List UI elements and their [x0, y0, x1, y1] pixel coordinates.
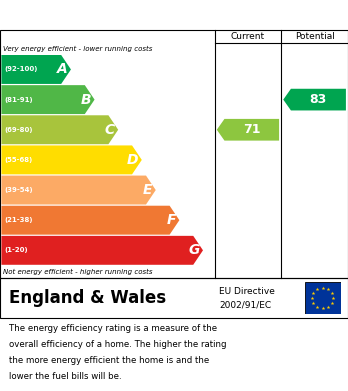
Text: D: D [127, 153, 138, 167]
Text: (21-38): (21-38) [4, 217, 33, 223]
Text: EU Directive: EU Directive [219, 287, 275, 296]
Polygon shape [1, 85, 95, 114]
Polygon shape [1, 115, 118, 144]
Text: Current: Current [231, 32, 265, 41]
Polygon shape [1, 176, 156, 204]
Text: (39-54): (39-54) [4, 187, 33, 193]
Polygon shape [283, 89, 346, 111]
Text: 2002/91/EC: 2002/91/EC [219, 301, 271, 310]
Text: overall efficiency of a home. The higher the rating: overall efficiency of a home. The higher… [9, 340, 226, 349]
Text: Very energy efficient - lower running costs: Very energy efficient - lower running co… [3, 46, 153, 52]
Text: the more energy efficient the home is and the: the more energy efficient the home is an… [9, 356, 209, 365]
Text: 71: 71 [243, 123, 260, 136]
Text: The energy efficiency rating is a measure of the: The energy efficiency rating is a measur… [9, 324, 217, 333]
Polygon shape [1, 145, 142, 174]
Text: lower the fuel bills will be.: lower the fuel bills will be. [9, 372, 121, 381]
Text: (69-80): (69-80) [4, 127, 33, 133]
Text: Not energy efficient - higher running costs: Not energy efficient - higher running co… [3, 269, 153, 275]
Text: A: A [57, 63, 68, 77]
Text: Potential: Potential [295, 32, 334, 41]
Text: (81-91): (81-91) [4, 97, 33, 102]
Text: Energy Efficiency Rating: Energy Efficiency Rating [9, 7, 211, 23]
Text: (92-100): (92-100) [4, 66, 38, 72]
Text: (1-20): (1-20) [4, 248, 28, 253]
Polygon shape [217, 119, 279, 141]
Text: England & Wales: England & Wales [9, 289, 166, 307]
Polygon shape [1, 236, 203, 265]
Text: F: F [166, 213, 176, 227]
Text: 83: 83 [309, 93, 327, 106]
Polygon shape [1, 55, 71, 84]
Text: (55-68): (55-68) [4, 157, 32, 163]
Text: E: E [143, 183, 152, 197]
Text: G: G [188, 243, 199, 257]
Text: C: C [104, 123, 115, 137]
Polygon shape [1, 206, 179, 235]
Text: B: B [80, 93, 91, 107]
